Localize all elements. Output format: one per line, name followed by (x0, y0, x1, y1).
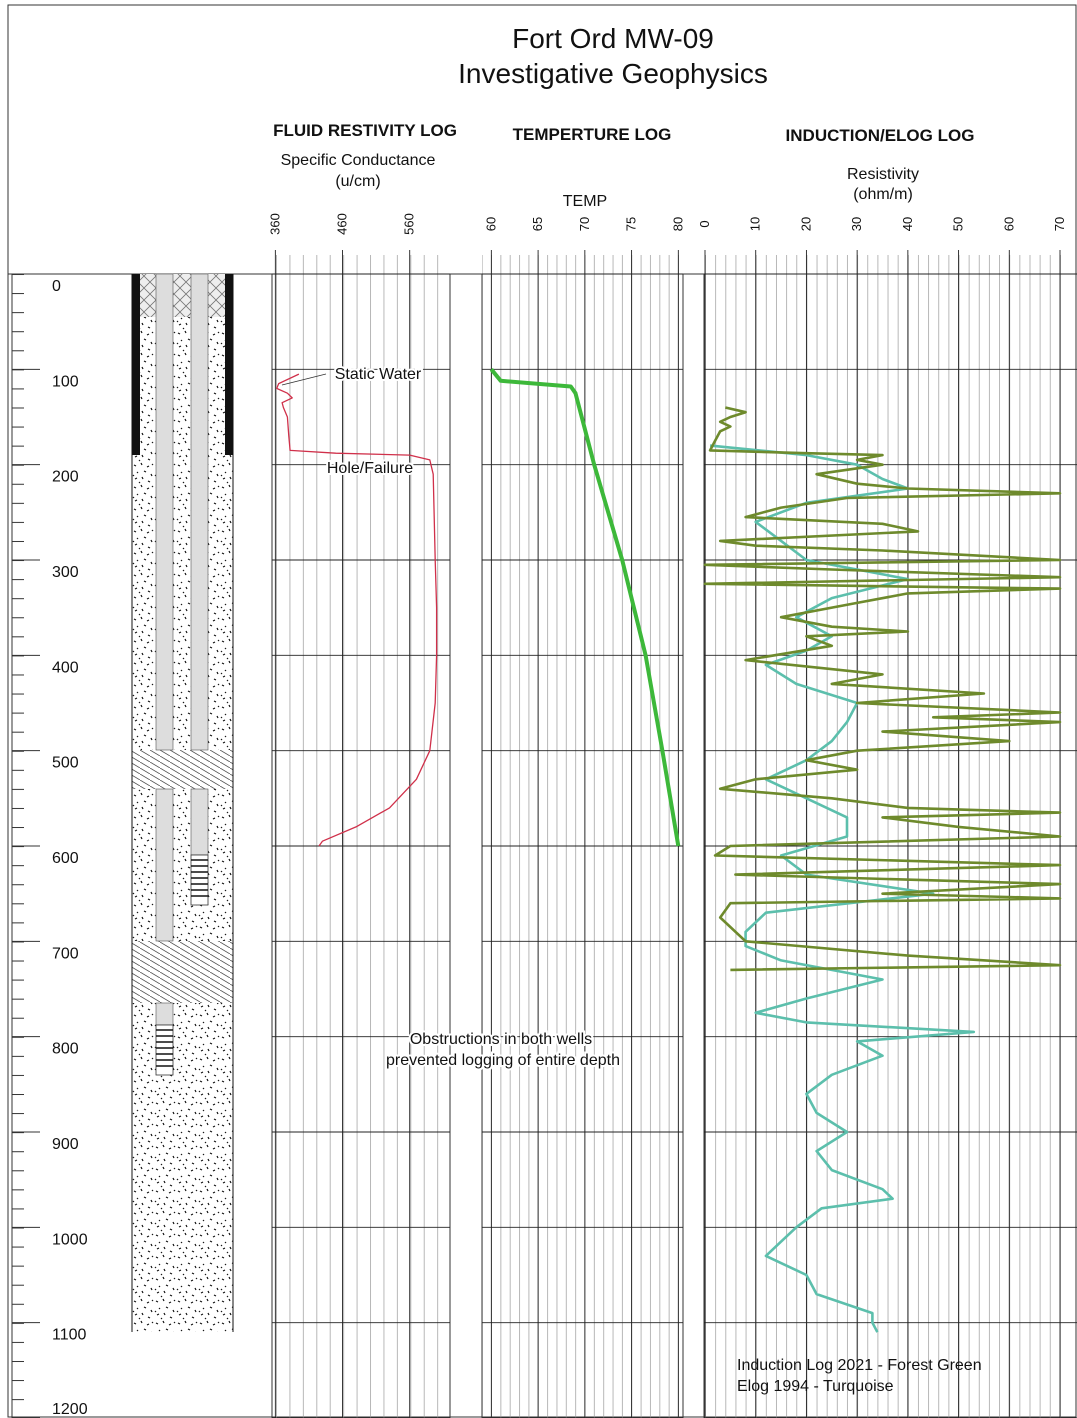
depth-tick-label: 1000 (52, 1231, 88, 1248)
chart-subtitle: Investigative Geophysics (458, 58, 768, 89)
depth-tick-label: 700 (52, 945, 79, 962)
value-tick-label: 70 (577, 217, 592, 231)
depth-tick-label: 600 (52, 850, 79, 867)
log-curve (276, 373, 438, 847)
track-subtitle: Resistivity (847, 166, 919, 183)
track-title: FLUID RESTIVITY LOG (273, 121, 457, 140)
log-curve (703, 406, 1062, 972)
depth-tick-label: 0 (52, 278, 61, 295)
depth-tick-label: 500 (52, 755, 79, 772)
chart-title: Fort Ord MW-09 (512, 23, 714, 54)
value-tick-label: 560 (402, 213, 417, 235)
depth-tick-label: 1100 (52, 1327, 87, 1344)
depth-tick-label: 1200 (52, 1401, 88, 1418)
log-curve (489, 368, 681, 847)
annotation: Obstructions in both wells (410, 1031, 592, 1048)
minor-grid (482, 255, 683, 1418)
value-tick-label: 30 (849, 217, 864, 231)
annotation: prevented logging of entire depth (386, 1052, 620, 1069)
depth-tick-label: 800 (52, 1041, 79, 1058)
track-title: INDUCTION/ELOG LOG (786, 126, 975, 145)
minor-grid (272, 255, 450, 1418)
value-tick-label: 40 (900, 217, 915, 231)
value-tick-label: 460 (335, 213, 350, 235)
minor-grid (705, 255, 1065, 1418)
track-title: TEMPERTURE LOG (513, 125, 672, 144)
value-tick-label: 70 (1052, 217, 1067, 231)
track-unit: (ohm/m) (853, 186, 913, 203)
depth-tick-label: 100 (52, 373, 79, 390)
track-subtitle: TEMP (563, 193, 607, 210)
annotation-leader (281, 373, 327, 386)
value-tick-label: 360 (267, 213, 282, 235)
value-tick-label: 60 (1001, 217, 1016, 231)
value-tick-label: 0 (697, 220, 712, 227)
value-tick-label: 10 (748, 217, 763, 231)
well-column (131, 273, 234, 1332)
depth-tick-label: 300 (52, 564, 79, 581)
value-tick-label: 20 (798, 217, 813, 231)
legend-entry: Induction Log 2021 - Forest Green (737, 1357, 982, 1374)
value-tick-label: 50 (951, 217, 966, 231)
value-tick-label: 60 (483, 217, 498, 231)
annotation: Hole/Failure (327, 460, 413, 477)
value-tick-label: 75 (624, 217, 639, 231)
depth-tick-label: 200 (52, 469, 79, 486)
track-subtitle: Specific Conductance (281, 152, 436, 169)
depth-tick-label: 900 (52, 1136, 79, 1153)
track-unit: (u/cm) (335, 173, 380, 190)
depth-tick-label: 400 (52, 659, 79, 676)
annotation: Static Water (335, 366, 422, 383)
value-tick-label: 80 (670, 217, 685, 231)
value-tick-label: 65 (530, 217, 545, 231)
legend-entry: Elog 1994 - Turquoise (737, 1378, 894, 1395)
